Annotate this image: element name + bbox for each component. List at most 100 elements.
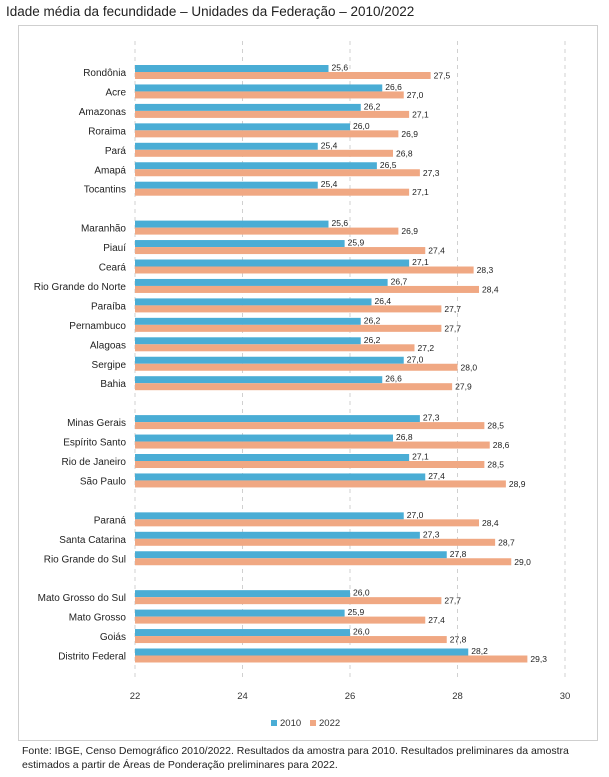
bar-2022: [135, 149, 393, 157]
category-label: Maranhão: [81, 224, 126, 235]
data-label-2022: 28,0: [461, 362, 478, 372]
data-label-2022: 27,4: [428, 246, 445, 256]
category-label: Acre: [105, 87, 126, 98]
bar-2010: [135, 162, 377, 170]
data-label-2010: 27,0: [407, 510, 424, 520]
bar-2022: [135, 344, 415, 352]
source-note: Fonte: IBGE, Censo Demográfico 2010/2022…: [22, 745, 569, 771]
bar-2022: [135, 130, 399, 138]
data-label-2022: 27,2: [418, 343, 435, 353]
category-label: Amazonas: [79, 107, 126, 118]
bar-2022: [135, 305, 442, 313]
bar-2010: [135, 434, 393, 442]
data-label-2022: 27,7: [444, 596, 461, 606]
category-label: Amapá: [94, 165, 126, 176]
data-label-2022: 27,0: [407, 90, 424, 100]
bar-2010: [135, 629, 350, 637]
data-label-2010: 26,6: [385, 82, 402, 92]
bar-2022: [135, 110, 410, 118]
data-label-2022: 27,8: [450, 635, 467, 645]
data-label-2010: 26,0: [353, 627, 370, 637]
bar-2010: [135, 317, 361, 325]
bar-2010: [135, 278, 388, 286]
data-label-2010: 25,6: [332, 63, 349, 73]
data-label-2022: 28,6: [493, 440, 510, 450]
data-label-2010: 25,4: [321, 179, 338, 189]
data-label-2022: 26,9: [401, 226, 418, 236]
x-tick-label: 24: [237, 691, 248, 702]
data-label-2022: 27,3: [423, 168, 440, 178]
bar-2010: [135, 531, 420, 539]
category-label: Rio Grande do Norte: [34, 282, 127, 293]
category-label: Santa Catarina: [59, 535, 126, 546]
bar-2022: [135, 227, 399, 235]
data-label-2022: 28,4: [482, 518, 499, 528]
bar-2022: [135, 461, 485, 468]
data-label-2022: 28,5: [487, 421, 504, 431]
data-label-2022: 27,7: [444, 304, 461, 314]
data-label-2010: 26,0: [353, 588, 370, 598]
data-label-2010: 27,4: [428, 471, 445, 481]
bar-2022: [135, 519, 479, 527]
bar-2022: [135, 655, 528, 663]
x-tick-label: 30: [560, 691, 571, 702]
data-label-2022: 27,1: [412, 187, 429, 197]
data-label-2010: 26,6: [385, 374, 402, 384]
category-label: Rio Grande do Sul: [44, 554, 126, 565]
bar-2010: [135, 512, 404, 520]
bar-2010: [135, 142, 318, 150]
data-label-2010: 26,2: [364, 335, 381, 345]
data-label-2010: 25,4: [321, 140, 338, 150]
category-label: Espírito Santo: [63, 438, 126, 449]
bar-2010: [135, 590, 350, 598]
bar-2022: [135, 441, 490, 449]
bar-2022: [135, 324, 442, 332]
bar-2022: [135, 247, 426, 255]
bar-2010: [135, 123, 350, 131]
legend-label-2022: 2022: [319, 718, 340, 729]
category-label: Sergipe: [92, 360, 127, 371]
category-label: Roraima: [88, 126, 126, 137]
category-label: Mato Grosso: [69, 613, 127, 624]
data-label-2010: 26,4: [375, 296, 392, 306]
data-label-2022: 27,1: [412, 109, 429, 119]
legend-swatch-2010: [271, 720, 277, 726]
data-label-2010: 26,7: [391, 276, 408, 286]
data-label-2022: 28,5: [487, 460, 504, 470]
bar-2010: [135, 84, 383, 92]
bar-2010: [135, 551, 447, 559]
category-label: Pernambuco: [69, 321, 126, 332]
data-label-2022: 29,3: [530, 654, 547, 664]
bar-2010: [135, 473, 426, 481]
legend-swatch-2022: [310, 720, 316, 726]
data-label-2010: 26,2: [364, 101, 381, 111]
category-label: Alagoas: [90, 340, 126, 351]
data-label-2010: 25,9: [348, 238, 365, 248]
data-label-2010: 28,2: [471, 646, 488, 656]
bar-2010: [135, 609, 345, 617]
category-label: Paraíba: [91, 301, 126, 312]
data-label-2010: 26,2: [364, 315, 381, 325]
bar-2010: [135, 259, 410, 267]
bar-2022: [135, 422, 485, 430]
legend-label-2010: 2010: [280, 718, 301, 729]
bar-2010: [135, 103, 361, 111]
data-label-2010: 27,3: [423, 413, 440, 423]
data-label-2022: 29,0: [514, 557, 531, 567]
bar-2022: [135, 169, 420, 177]
data-label-2010: 26,0: [353, 121, 370, 131]
x-tick-label: 28: [452, 691, 463, 702]
x-tick-label: 22: [130, 691, 141, 702]
category-label: Bahia: [100, 379, 126, 390]
data-label-2022: 28,4: [482, 284, 499, 294]
category-label: Minas Gerais: [67, 418, 126, 429]
bar-2022: [135, 363, 458, 371]
category-label: Rio de Janeiro: [62, 457, 127, 468]
bar-2010: [135, 298, 372, 306]
data-label-2022: 27,5: [434, 71, 451, 81]
bar-2010: [135, 65, 329, 72]
data-label-2022: 26,8: [396, 148, 413, 158]
data-label-2010: 27,1: [412, 257, 429, 267]
bar-2022: [135, 383, 453, 391]
data-label-2022: 27,7: [444, 323, 461, 333]
